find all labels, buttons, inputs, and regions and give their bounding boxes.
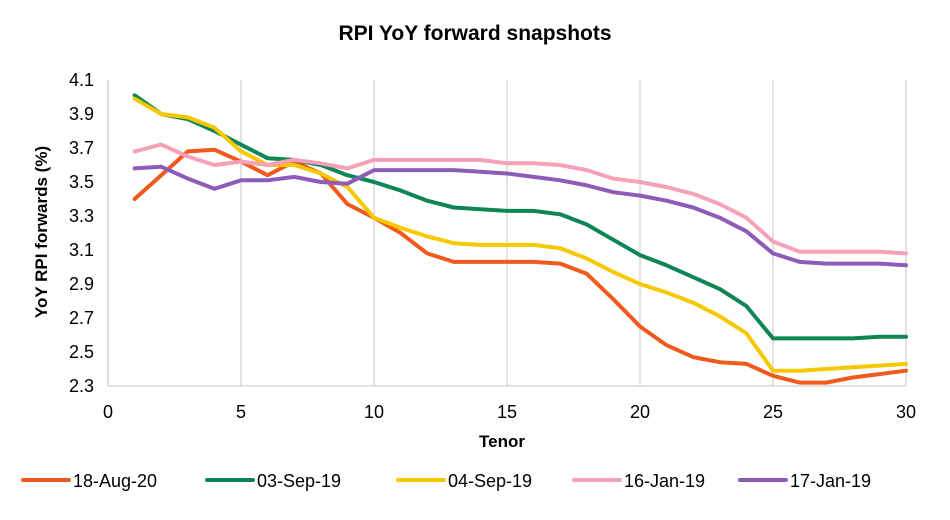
y-tick-label: 3.1: [69, 240, 94, 260]
series-line: [132, 142, 908, 256]
x-tick-label: 15: [497, 402, 517, 422]
series-lines: [132, 93, 908, 385]
y-tick-label: 2.9: [69, 274, 94, 294]
y-tick-label: 3.3: [69, 206, 94, 226]
legend-label: 16-Jan-19: [624, 471, 705, 491]
x-tick-label: 5: [236, 402, 246, 422]
y-tick-label: 2.3: [69, 376, 94, 396]
y-axis-label: YoY RPI forwards (%): [32, 146, 51, 318]
series-line: [132, 93, 908, 341]
legend-label: 04-Sep-19: [448, 471, 532, 491]
legend-label: 03-Sep-19: [257, 471, 341, 491]
tick-labels: 0 5 10 15 20 25 30 2.3 2.5 2.7 2.9 3.1 3.3 3.5 3.7 3.9 4…: [69, 70, 916, 422]
x-tick-label: 0: [103, 402, 113, 422]
grid: [107, 80, 907, 386]
y-tick-label: 3.5: [69, 172, 94, 192]
y-tick-label: 4.1: [69, 70, 94, 90]
legend: 18-Aug-20 03-Sep-19 04-Sep-19 16-Jan-19 17-J…: [21, 471, 871, 491]
series-line: [132, 147, 908, 385]
legend-label: 17-Jan-19: [790, 471, 871, 491]
y-tick-label: 3.9: [69, 104, 94, 124]
x-tick-label: 30: [896, 402, 916, 422]
series-line: [132, 96, 908, 373]
axes: [107, 80, 906, 387]
x-axis-label: Tenor: [479, 432, 525, 451]
x-tick-label: 20: [630, 402, 650, 422]
x-tick-label: 25: [763, 402, 783, 422]
series-line: [132, 164, 908, 268]
chart-title: RPI YoY forward snapshots: [338, 22, 611, 45]
y-tick-label: 2.5: [69, 342, 94, 362]
y-tick-label: 2.7: [69, 308, 94, 328]
x-tick-label: 10: [364, 402, 384, 422]
y-tick-label: 3.7: [69, 138, 94, 158]
legend-label: 18-Aug-20: [73, 471, 157, 491]
